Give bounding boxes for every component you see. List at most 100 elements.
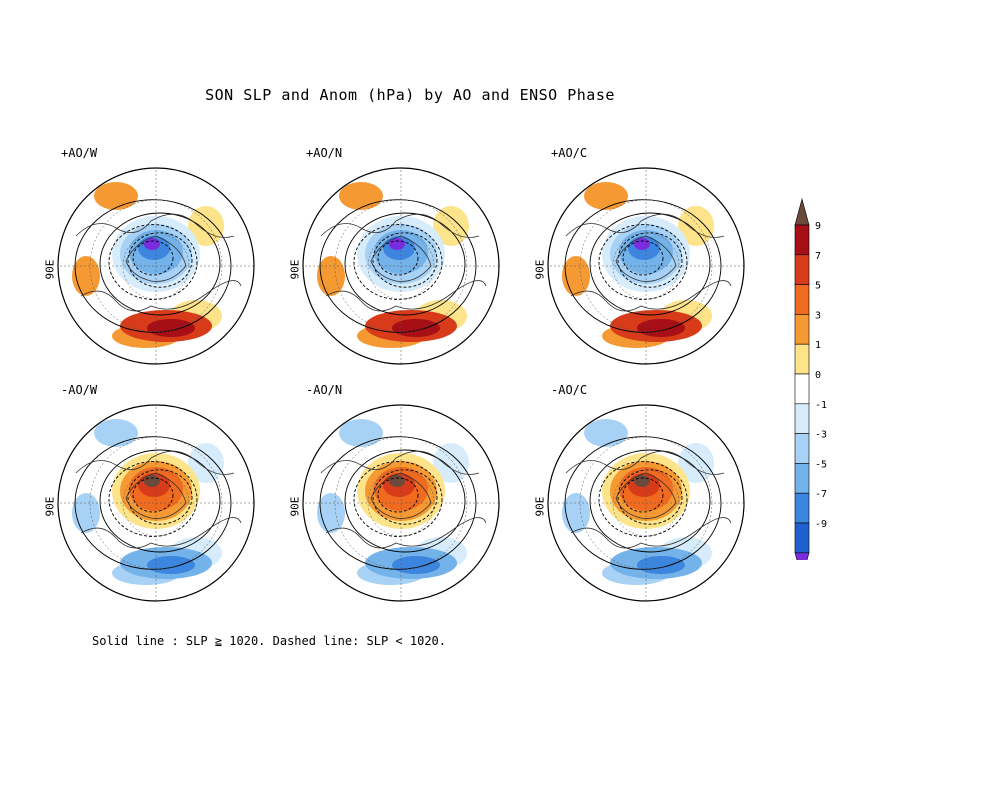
polar-map bbox=[57, 404, 255, 602]
map-border bbox=[547, 404, 745, 602]
anomaly-region bbox=[584, 182, 628, 210]
anomaly-region bbox=[147, 319, 195, 337]
anomaly-region bbox=[339, 182, 383, 210]
slp-contour bbox=[589, 212, 711, 316]
slp-contour bbox=[132, 477, 174, 513]
map-panel: +AO/N 90E bbox=[288, 146, 501, 366]
map-border bbox=[57, 404, 255, 602]
slp-contour bbox=[564, 199, 722, 333]
colorbar-bottom-arrow bbox=[794, 552, 810, 560]
slp-contour bbox=[598, 224, 688, 300]
colorbar-tick-label: 0 bbox=[815, 370, 821, 381]
anomaly-region bbox=[147, 556, 195, 574]
colorbar-tick-label: -7 bbox=[815, 489, 827, 500]
map-border bbox=[302, 404, 500, 602]
anomaly-region bbox=[339, 419, 383, 447]
slp-contour bbox=[372, 232, 438, 288]
slp-contour bbox=[344, 449, 466, 553]
colorbar-segment bbox=[794, 314, 810, 345]
slp-contour bbox=[617, 469, 683, 525]
slp-contour bbox=[377, 240, 419, 276]
colorbar-segment bbox=[794, 343, 810, 375]
slp-contour bbox=[132, 240, 174, 276]
coastline bbox=[570, 280, 732, 312]
anomaly-region bbox=[94, 419, 138, 447]
slp-contour bbox=[622, 240, 664, 276]
colorbar-tick-label: 9 bbox=[815, 221, 821, 232]
slp-contour bbox=[108, 224, 198, 300]
colorbar-tick-label: 5 bbox=[815, 281, 821, 292]
polar-map bbox=[547, 404, 745, 602]
coastline bbox=[325, 280, 487, 312]
longitude-label: 90E bbox=[43, 496, 57, 517]
longitude-label: 90E bbox=[533, 496, 547, 517]
longitude-label: 90E bbox=[43, 259, 57, 280]
coastline bbox=[325, 517, 487, 549]
panel-label: -AO/W bbox=[61, 383, 98, 397]
colorbar-tick-label: -1 bbox=[815, 400, 827, 411]
coastline bbox=[320, 450, 480, 475]
colorbar-tick-label: 1 bbox=[815, 340, 821, 351]
coastline bbox=[80, 517, 242, 549]
map-border bbox=[547, 167, 745, 365]
colorbar-tick-label: -3 bbox=[815, 430, 827, 441]
slp-contour bbox=[377, 477, 419, 513]
panel-label: -AO/C bbox=[551, 383, 588, 397]
colorbar-segment bbox=[794, 373, 810, 405]
slp-contour bbox=[319, 199, 477, 333]
slp-contour bbox=[74, 436, 232, 570]
panel-label: +AO/C bbox=[551, 146, 588, 160]
longitude-label: 90E bbox=[533, 259, 547, 280]
polar-map bbox=[302, 404, 500, 602]
slp-contour bbox=[372, 469, 438, 525]
colorbar-segment bbox=[794, 433, 810, 464]
panel-label: -AO/N bbox=[306, 383, 343, 397]
page-title: SON SLP and Anom (hPa) by AO and ENSO Ph… bbox=[205, 86, 615, 104]
colorbar-segment bbox=[794, 284, 810, 315]
colorbar: 9 7 5 3 1 0 -1 -3 -5 -7 -9 bbox=[794, 197, 827, 560]
polar-map bbox=[302, 167, 500, 365]
map-panel: -AO/C 90E bbox=[533, 383, 746, 603]
colorbar-tick-label: 7 bbox=[815, 251, 821, 262]
coastline bbox=[570, 517, 732, 549]
longitude-label: 90E bbox=[288, 496, 302, 517]
colorbar-segment bbox=[794, 463, 810, 494]
colorbar-segment bbox=[794, 522, 810, 554]
slp-contour bbox=[564, 436, 722, 570]
colorbar-tick-label: 3 bbox=[815, 310, 821, 321]
anomaly-region bbox=[637, 319, 685, 337]
slp-contour bbox=[127, 232, 193, 288]
colorbar-segment bbox=[794, 224, 810, 256]
coastline bbox=[75, 213, 235, 238]
slp-contour bbox=[319, 436, 477, 570]
anomaly-region bbox=[584, 419, 628, 447]
polar-map bbox=[57, 167, 255, 365]
anomaly-region bbox=[392, 556, 440, 574]
slp-contour bbox=[344, 212, 466, 316]
anomaly-region bbox=[392, 319, 440, 337]
map-panel: +AO/W 90E bbox=[43, 146, 256, 366]
slp-contour bbox=[353, 224, 443, 300]
coastline bbox=[565, 450, 725, 475]
map-panel: -AO/N 90E bbox=[288, 383, 501, 603]
colorbar-segment bbox=[794, 492, 810, 524]
panel-label: +AO/W bbox=[61, 146, 98, 160]
slp-contour bbox=[589, 449, 711, 553]
anomaly-region bbox=[637, 556, 685, 574]
map-border bbox=[57, 167, 255, 365]
map-panel: +AO/C 90E bbox=[533, 146, 746, 366]
coastline bbox=[565, 213, 725, 238]
slp-contour bbox=[617, 232, 683, 288]
colorbar-segment bbox=[794, 403, 810, 434]
footnote: Solid line : SLP ≧ 1020. Dashed line: SL… bbox=[92, 634, 447, 648]
colorbar-segment bbox=[794, 254, 810, 285]
slp-contour bbox=[598, 461, 688, 537]
slp-contour bbox=[353, 461, 443, 537]
longitude-label: 90E bbox=[288, 259, 302, 280]
colorbar-top-arrow bbox=[794, 197, 810, 226]
map-border bbox=[302, 167, 500, 365]
colorbar-tick-label: -5 bbox=[815, 459, 827, 470]
anomaly-region bbox=[94, 182, 138, 210]
slp-contour bbox=[74, 199, 232, 333]
colorbar-tick-label: -9 bbox=[815, 519, 827, 530]
